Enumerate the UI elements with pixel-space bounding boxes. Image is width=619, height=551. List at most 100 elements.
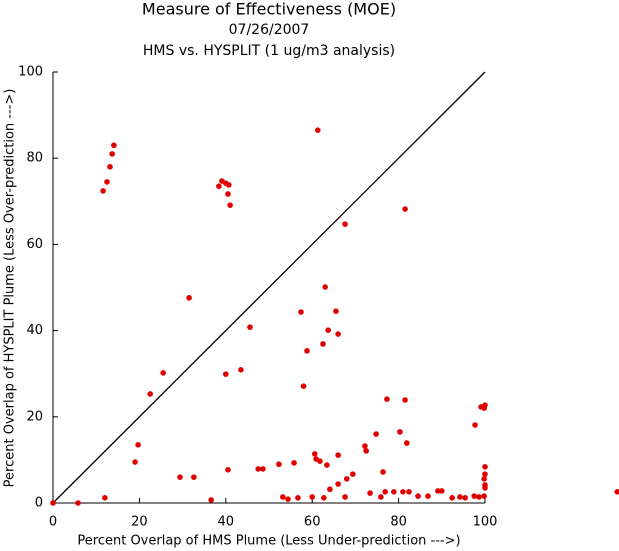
point bbox=[481, 493, 487, 499]
point bbox=[373, 431, 379, 437]
point bbox=[350, 471, 356, 477]
point bbox=[335, 452, 341, 458]
point bbox=[457, 494, 463, 500]
point bbox=[135, 442, 141, 448]
chart-subtitle: HMS vs. HYSPLIT (1 ug/m3 analysis) bbox=[143, 43, 395, 59]
point bbox=[402, 397, 408, 403]
point bbox=[225, 191, 231, 197]
point bbox=[216, 183, 222, 190]
y-tick-label: 60 bbox=[26, 237, 43, 252]
chart-subtitle: 07/26/2007 bbox=[229, 22, 310, 38]
x-tick-label: 20 bbox=[131, 515, 148, 530]
point bbox=[415, 493, 421, 499]
point bbox=[107, 164, 113, 170]
point bbox=[425, 493, 431, 499]
point bbox=[260, 466, 266, 472]
point bbox=[378, 494, 384, 500]
point bbox=[343, 476, 350, 482]
point bbox=[208, 497, 214, 503]
x-tick-label: 100 bbox=[473, 515, 498, 530]
point bbox=[363, 448, 370, 454]
point bbox=[614, 488, 619, 495]
point bbox=[324, 462, 330, 468]
point bbox=[333, 308, 339, 315]
point bbox=[238, 367, 244, 373]
point bbox=[367, 490, 373, 496]
y-tick-label: 100 bbox=[18, 65, 43, 80]
point bbox=[384, 396, 390, 402]
point bbox=[342, 494, 348, 500]
point bbox=[300, 383, 307, 389]
point bbox=[406, 488, 412, 495]
point bbox=[327, 486, 333, 493]
x-tick-label: 40 bbox=[218, 515, 235, 530]
point bbox=[404, 440, 410, 446]
point bbox=[109, 151, 115, 157]
point bbox=[247, 324, 253, 330]
chart-title: Measure of Effectiveness (MOE) bbox=[142, 0, 396, 19]
point bbox=[380, 469, 386, 475]
point bbox=[335, 331, 341, 337]
y-tick-label: 40 bbox=[26, 323, 43, 338]
point bbox=[102, 495, 108, 501]
x-tick-label: 60 bbox=[304, 515, 321, 530]
point bbox=[104, 179, 110, 185]
point bbox=[111, 142, 117, 149]
point bbox=[177, 474, 183, 480]
point bbox=[476, 494, 482, 500]
point bbox=[132, 459, 138, 465]
point bbox=[449, 495, 455, 501]
point bbox=[291, 460, 297, 466]
x-tick-label: 0 bbox=[49, 515, 57, 530]
point bbox=[472, 422, 478, 428]
point bbox=[481, 476, 487, 482]
point bbox=[276, 461, 282, 468]
point bbox=[295, 495, 301, 501]
point bbox=[325, 327, 331, 333]
point bbox=[362, 443, 368, 449]
x-axis-label: Percent Overlap of HMS Plume (Less Under… bbox=[77, 534, 460, 549]
point bbox=[100, 188, 106, 194]
point bbox=[382, 488, 389, 495]
point bbox=[482, 463, 488, 470]
point bbox=[471, 493, 478, 499]
point bbox=[482, 485, 488, 491]
point bbox=[304, 348, 310, 354]
point bbox=[298, 309, 304, 315]
x-tick-label: 80 bbox=[390, 515, 407, 530]
point bbox=[402, 206, 408, 212]
point bbox=[225, 467, 231, 473]
point bbox=[435, 488, 441, 494]
y-tick-label: 0 bbox=[35, 496, 43, 511]
point bbox=[397, 429, 403, 435]
point bbox=[439, 488, 445, 494]
point bbox=[462, 495, 468, 501]
point bbox=[186, 295, 192, 301]
point bbox=[320, 341, 326, 347]
point bbox=[335, 481, 341, 487]
point bbox=[255, 466, 261, 472]
point bbox=[280, 494, 286, 500]
point bbox=[285, 496, 291, 502]
point bbox=[75, 500, 81, 506]
point bbox=[227, 202, 233, 208]
point bbox=[317, 458, 323, 464]
point bbox=[223, 371, 229, 377]
point bbox=[391, 488, 397, 495]
point bbox=[50, 500, 56, 506]
y-tick-label: 80 bbox=[26, 151, 43, 166]
point bbox=[147, 391, 153, 397]
reference-line bbox=[52, 71, 486, 504]
point bbox=[311, 451, 318, 457]
point bbox=[400, 488, 406, 495]
point bbox=[191, 474, 197, 480]
y-tick-label: 20 bbox=[26, 409, 43, 424]
point bbox=[315, 127, 321, 133]
point bbox=[309, 494, 316, 500]
point bbox=[322, 284, 328, 290]
point bbox=[321, 495, 327, 501]
point bbox=[482, 471, 488, 477]
y-axis-label: Percent Overlap of HYSPLIT Plume (Less O… bbox=[3, 89, 18, 488]
point bbox=[482, 402, 488, 408]
